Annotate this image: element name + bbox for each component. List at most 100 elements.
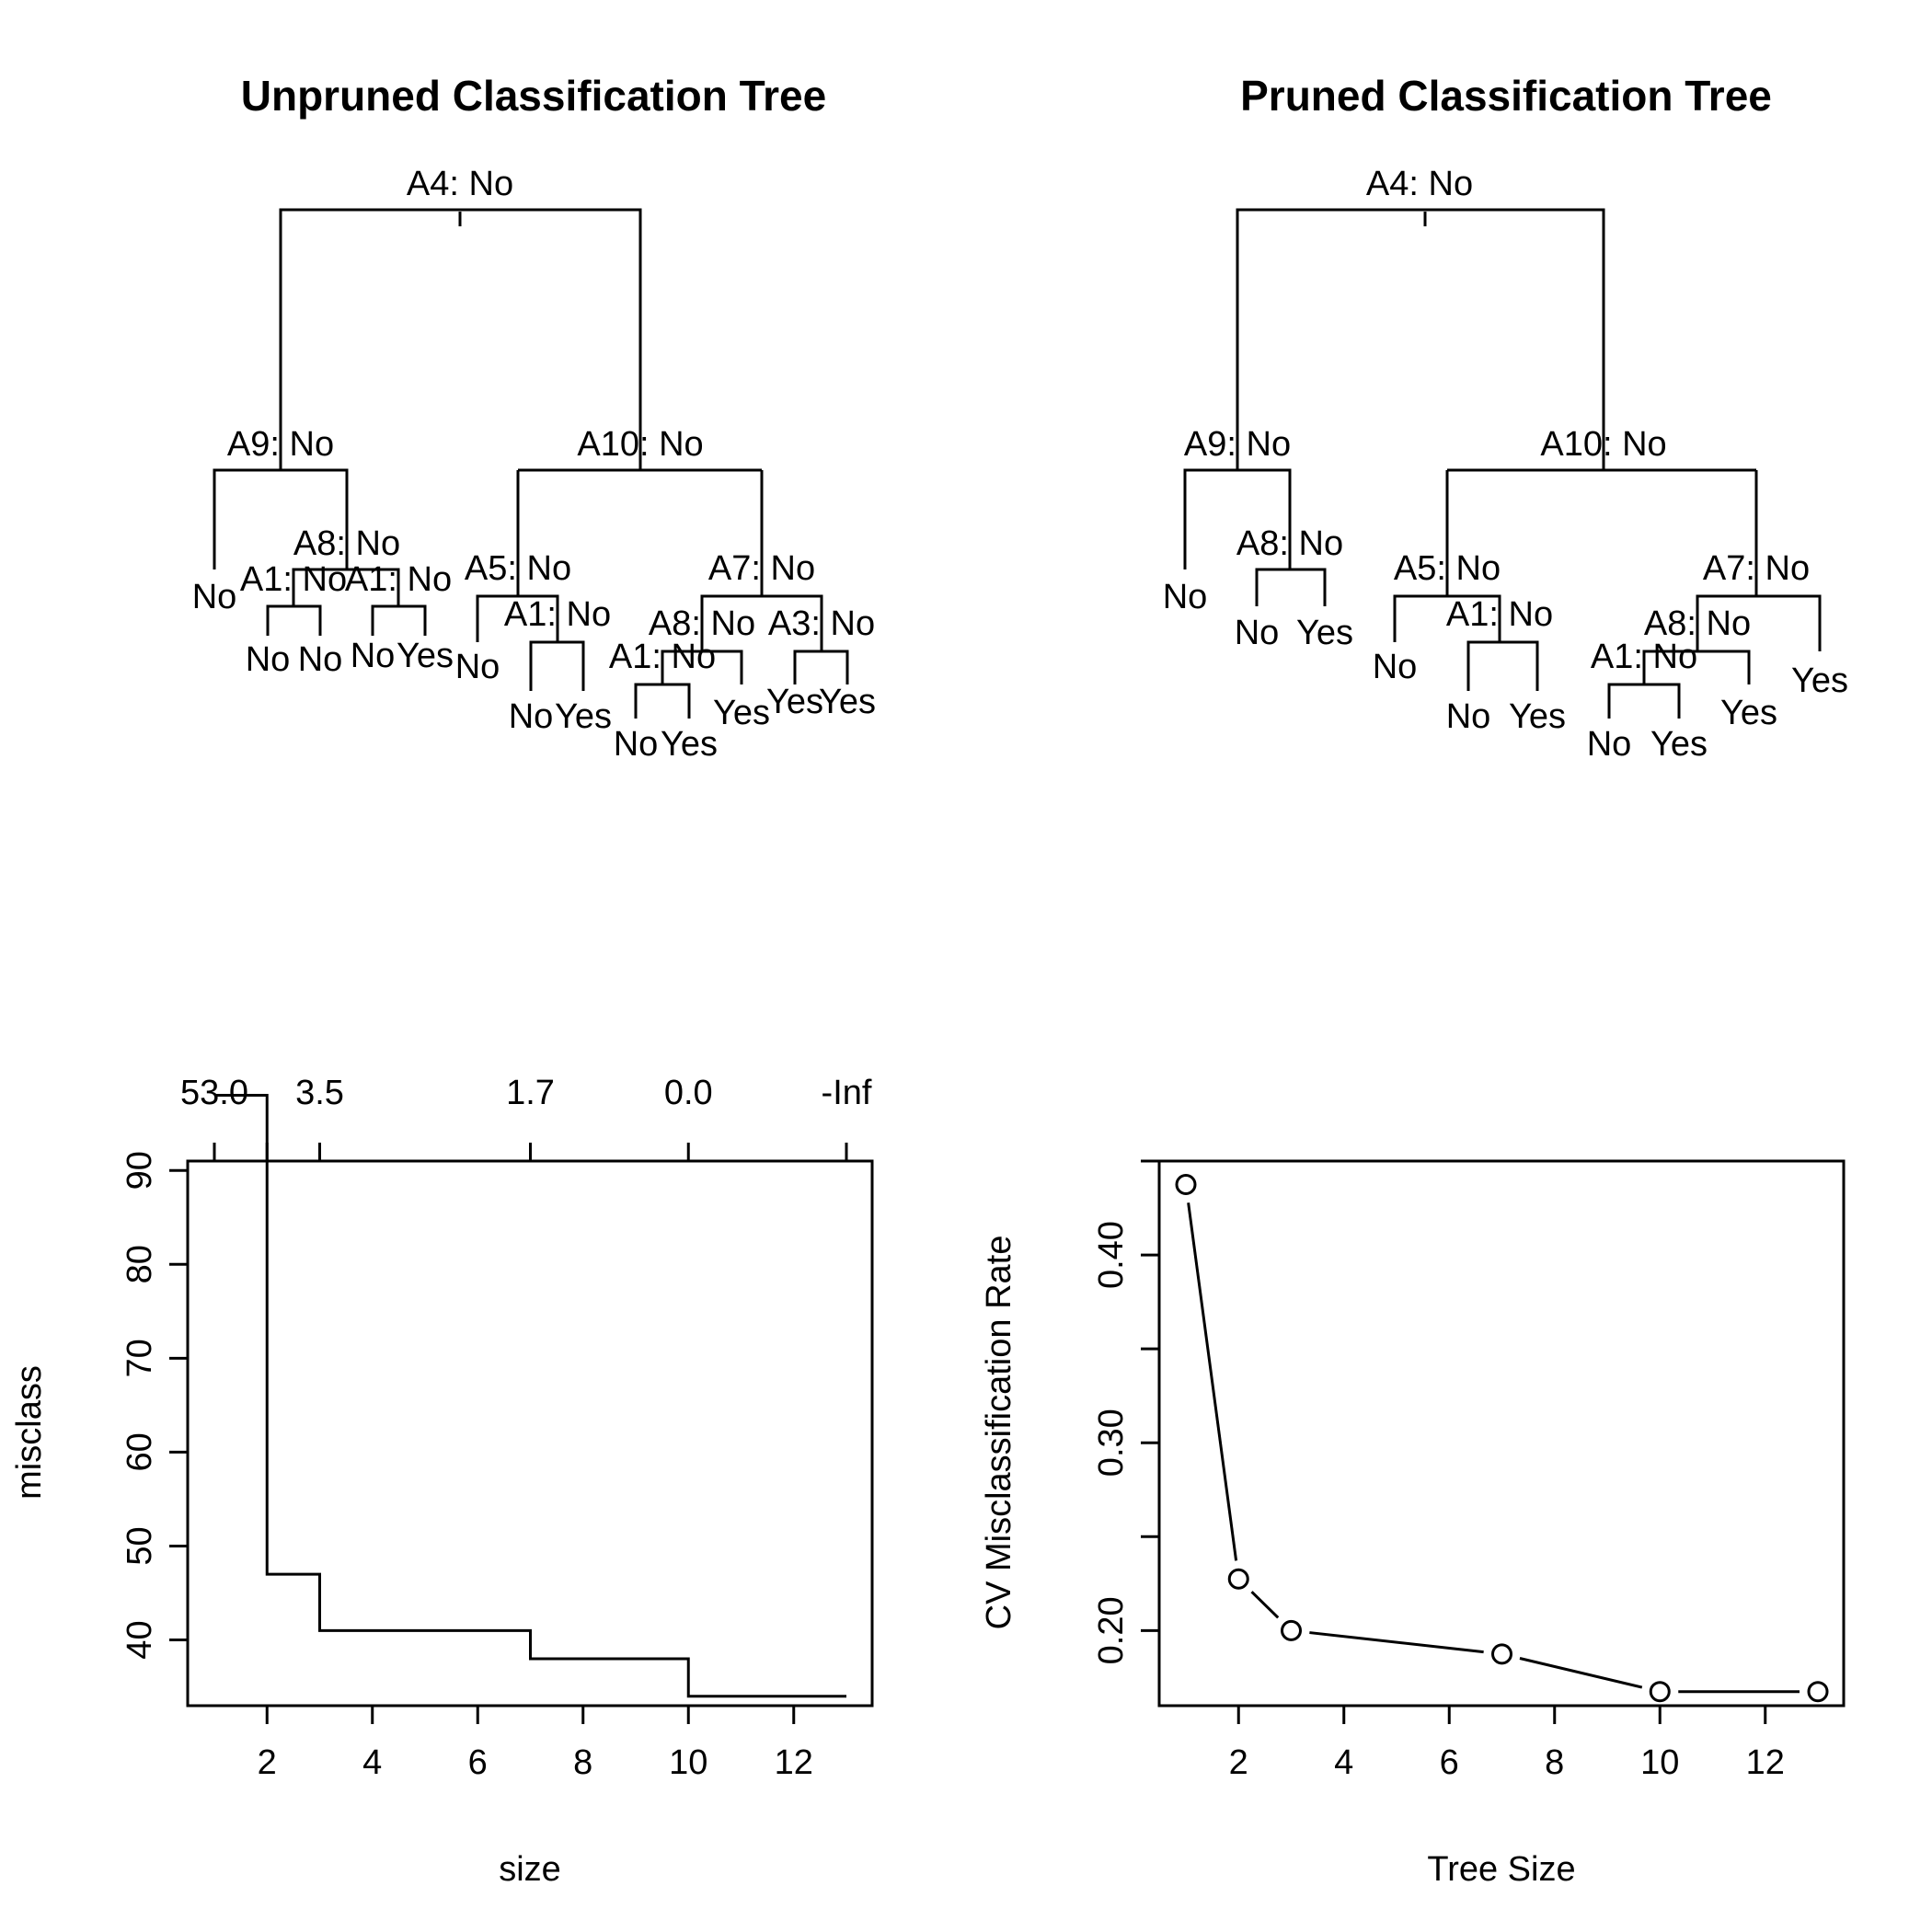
- x-tick-label: 2: [258, 1743, 277, 1782]
- x-tick-label: 4: [362, 1743, 382, 1782]
- y-tick-label: 0.40: [1092, 1221, 1131, 1289]
- connecting-line: [1187, 1202, 1238, 1561]
- connecting-line: [1309, 1631, 1484, 1654]
- tree-node-label: A4: No: [407, 165, 513, 203]
- x-tick-label: 2: [1229, 1743, 1248, 1782]
- tree-node-label: A7: No: [1703, 549, 1810, 588]
- tree-node-label: A8: No: [293, 524, 400, 563]
- tree-node-label: A8: No: [1644, 604, 1751, 643]
- tree-node-label: A5: No: [1394, 549, 1501, 588]
- tree-leaf-label: No: [455, 648, 500, 686]
- x-tick-label: 8: [1545, 1743, 1564, 1782]
- y-axis-label: misclass: [10, 1365, 49, 1500]
- top-tick-label: 1.7: [506, 1074, 555, 1112]
- unpruned-tree-labels: A4: No A9: No A10: No No A8: No A1: No A…: [192, 165, 876, 764]
- tree-leaf-label: Yes: [713, 694, 770, 732]
- data-point: [1281, 1619, 1302, 1641]
- tree-leaf-label: No: [1446, 697, 1491, 736]
- top-tick-label: 53.0: [180, 1074, 248, 1112]
- tree-leaf-label: Yes: [397, 637, 454, 675]
- x-tick-label: 6: [1440, 1743, 1459, 1782]
- x-tick-label: 6: [468, 1743, 488, 1782]
- x-tick-label: 10: [669, 1743, 707, 1782]
- tree-node-label: A1: No: [504, 595, 611, 634]
- unpruned-tree-edges: [213, 208, 849, 719]
- tree-leaf-label: No: [614, 725, 659, 764]
- data-points: [1175, 1174, 1829, 1703]
- data-point: [1175, 1174, 1197, 1196]
- y-tick-label: 40: [121, 1620, 159, 1659]
- axis-ticks: 2 4 6 8 10 12 0.20 0.30 0.40: [1092, 1159, 1785, 1782]
- tree-leaf-label: Yes: [766, 683, 823, 721]
- tree-node-label: A1: No: [1591, 638, 1697, 676]
- y-tick-label: 60: [121, 1432, 159, 1471]
- tree-node-label: A10: No: [1540, 425, 1666, 464]
- pruned-tree-edges: [1183, 208, 1822, 719]
- tree-leaf-label: No: [509, 697, 554, 736]
- data-point: [1491, 1643, 1512, 1665]
- tree-leaf-label: No: [351, 637, 396, 675]
- tree-leaf-label: Yes: [555, 697, 612, 736]
- top-tick-label: -Inf: [822, 1074, 872, 1112]
- top-tick-label: 3.5: [295, 1074, 344, 1112]
- y-axis-label: CV Misclassification Rate: [980, 1236, 1018, 1630]
- tree-leaf-label: No: [1373, 648, 1418, 686]
- x-tick-label: 4: [1334, 1743, 1353, 1782]
- pruned-tree-title: Pruned Classification Tree: [1240, 72, 1772, 120]
- tree-node-label: A1: No: [609, 638, 716, 676]
- x-tick-label: 12: [775, 1743, 813, 1782]
- tree-node-label: A1: No: [345, 560, 452, 599]
- tree-node-label: A3: No: [768, 604, 875, 643]
- data-point: [1227, 1568, 1249, 1590]
- tree-node-label: A5: No: [465, 549, 571, 588]
- tree-leaf-label: No: [1235, 614, 1280, 652]
- data-point: [1807, 1681, 1829, 1703]
- tree-node-label: A1: No: [240, 560, 347, 599]
- y-tick-label: 0.30: [1092, 1409, 1131, 1477]
- pruned-tree-labels: A4: No A9: No A10: No No A8: No No Yes A…: [1163, 165, 1848, 764]
- y-tick-label: 90: [121, 1151, 159, 1190]
- tree-leaf-label: No: [192, 578, 237, 616]
- tree-leaf-label: Yes: [1509, 697, 1566, 736]
- tree-node-label: A4: No: [1366, 165, 1473, 203]
- connecting-line: [1250, 1591, 1280, 1619]
- tree-leaf-label: Yes: [819, 683, 876, 721]
- tree-node-label: A9: No: [227, 425, 334, 464]
- tree-leaf-label: No: [1587, 725, 1632, 764]
- x-axis-label: size: [499, 1850, 561, 1889]
- y-tick-label: 50: [121, 1526, 159, 1565]
- connecting-lines: [1187, 1202, 1800, 1694]
- tree-leaf-label: Yes: [1791, 661, 1848, 700]
- tree-node-label: A10: No: [577, 425, 703, 464]
- tree-node-label: A7: No: [708, 549, 815, 588]
- tree-leaf-label: No: [298, 640, 343, 679]
- tree-node-label: A8: No: [1236, 524, 1343, 563]
- pruned-tree-panel: Pruned Classification Tree A4: No A9: No…: [1163, 72, 1848, 764]
- plot-frame: [1157, 1159, 1846, 1708]
- unpruned-tree-panel: Unpruned Classification Tree A4: No A9: …: [192, 72, 876, 764]
- x-tick-label: 8: [573, 1743, 592, 1782]
- connecting-line: [1519, 1657, 1643, 1689]
- tree-node-label: A8: No: [649, 604, 755, 643]
- tree-node-label: A9: No: [1184, 425, 1291, 464]
- tree-leaf-label: Yes: [1720, 694, 1777, 732]
- tree-leaf-label: Yes: [661, 725, 718, 764]
- tree-leaf-label: Yes: [1296, 614, 1353, 652]
- data-point: [1649, 1681, 1671, 1703]
- tree-leaf-label: No: [1163, 578, 1208, 616]
- step-line: [214, 1094, 846, 1698]
- axis-ticks: 2 4 6 8 10 12 40 50 60 70 80 90 53.0 3.5 1.7 0.0 -Inf: [121, 1074, 872, 1782]
- tree-node-label: A1: No: [1446, 595, 1553, 634]
- plot-frame: [186, 1159, 874, 1708]
- unpruned-tree-title: Unpruned Classification Tree: [241, 72, 826, 120]
- x-tick-label: 10: [1640, 1743, 1679, 1782]
- cv-misclassification-plot: 2 4 6 8 10 12 0.20 0.30 0.40 Tree Size CV Miscla…: [980, 1159, 1846, 1889]
- tree-leaf-label: No: [246, 640, 291, 679]
- x-tick-label: 12: [1746, 1743, 1785, 1782]
- x-axis-label: Tree Size: [1427, 1850, 1575, 1889]
- y-tick-label: 0.20: [1092, 1596, 1131, 1664]
- top-tick-label: 0.0: [664, 1074, 713, 1112]
- y-tick-label: 70: [121, 1339, 159, 1377]
- tree-leaf-label: Yes: [1650, 725, 1708, 764]
